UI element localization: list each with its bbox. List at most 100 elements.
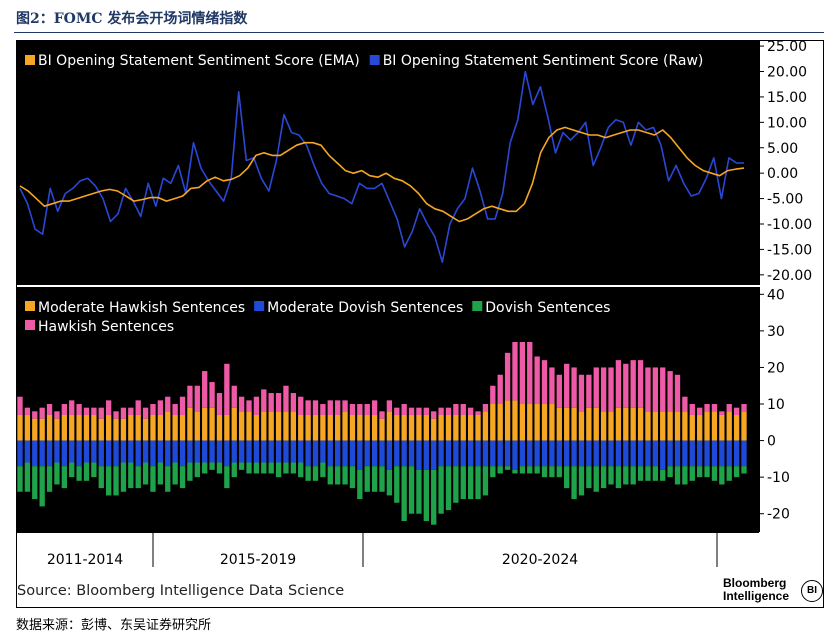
bar-hawkish: [142, 407, 149, 419]
bar-hawkish: [386, 400, 393, 412]
bar-hawkish: [726, 404, 732, 412]
bar-moderate-dovish: [268, 440, 274, 463]
bar-dovish: [401, 466, 407, 522]
bottom-stacked-bars: [17, 334, 747, 525]
bar-moderate-dovish: [150, 440, 156, 467]
bottom-legend: Moderate Hawkish Sentences Moderate Dovis…: [17, 294, 667, 342]
bar-moderate-hawkish: [298, 414, 304, 441]
bar-moderate-hawkish: [608, 411, 614, 441]
bar-moderate-dovish: [704, 440, 710, 467]
bar-hawkish: [290, 393, 297, 412]
bar-moderate-dovish: [17, 440, 23, 467]
bar-moderate-hawkish: [711, 411, 718, 441]
bar-dovish: [556, 466, 562, 478]
bar-moderate-hawkish: [438, 414, 444, 441]
bar-moderate-hawkish: [357, 414, 363, 441]
bar-dovish: [76, 466, 82, 481]
bar-dovish: [216, 462, 223, 474]
bar-dovish: [231, 462, 237, 478]
legend-label: Hawkish Sentences: [38, 319, 174, 335]
bar-hawkish: [238, 396, 245, 412]
bar-dovish: [187, 462, 193, 481]
bar-hawkish: [541, 360, 548, 405]
bar-moderate-hawkish: [482, 411, 489, 441]
bar-hawkish: [674, 374, 681, 412]
legend-swatch: [254, 301, 265, 311]
bar-moderate-dovish: [165, 440, 171, 467]
bar-hawkish: [91, 407, 97, 415]
bar-hawkish: [179, 396, 186, 415]
bar-hawkish: [512, 334, 518, 401]
bar-dovish: [165, 466, 171, 492]
top-y-tick-label: -20.00: [767, 268, 812, 284]
title-rule: [14, 32, 824, 33]
bar-hawkish: [98, 407, 104, 419]
bar-hawkish: [593, 367, 599, 408]
top-legend: BI Opening Statement Sentiment Score (EM…: [25, 53, 703, 69]
bar-moderate-dovish: [253, 440, 260, 463]
bar-dovish: [467, 466, 474, 500]
bar-moderate-hawkish: [246, 411, 252, 441]
period-label: 2015-2019: [220, 552, 296, 568]
bar-hawkish: [431, 411, 437, 419]
bar-moderate-hawkish: [135, 414, 141, 441]
bar-dovish: [142, 462, 149, 485]
bar-moderate-hawkish: [578, 411, 585, 441]
period-label: 2011-2014: [47, 552, 123, 568]
bar-moderate-dovish: [261, 440, 267, 463]
bar-hawkish: [586, 374, 592, 408]
bar-moderate-hawkish: [253, 414, 260, 441]
bar-moderate-dovish: [105, 440, 112, 467]
brand-line-2: Intelligence: [723, 589, 790, 603]
bar-moderate-hawkish: [202, 407, 208, 441]
bar-moderate-dovish: [364, 440, 370, 467]
bar-hawkish: [697, 407, 703, 415]
bar-hawkish: [39, 407, 45, 419]
bar-moderate-dovish: [157, 440, 164, 463]
bar-hawkish: [135, 400, 141, 415]
bar-dovish: [371, 466, 378, 492]
bar-moderate-dovish: [623, 440, 629, 467]
bar-moderate-hawkish: [194, 411, 200, 441]
bar-moderate-hawkish: [76, 414, 82, 441]
bar-dovish: [711, 466, 718, 481]
legend-swatch: [25, 301, 35, 311]
bar-hawkish: [24, 407, 31, 415]
data-source-note: 数据来源：彭博、东吴证券研究所: [16, 618, 212, 633]
bar-moderate-hawkish: [98, 418, 104, 441]
bar-dovish: [120, 462, 127, 492]
bar-dovish: [224, 466, 230, 489]
bar-dovish: [586, 466, 592, 489]
bar-hawkish: [704, 404, 710, 412]
bar-moderate-hawkish: [371, 414, 378, 441]
bar-moderate-dovish: [593, 440, 599, 467]
bar-hawkish: [216, 393, 223, 415]
bar-moderate-dovish: [231, 440, 237, 463]
bar-moderate-dovish: [438, 440, 444, 467]
period-label: 2020-2024: [502, 552, 578, 568]
bar-moderate-hawkish: [549, 404, 555, 441]
bar-moderate-dovish: [504, 440, 511, 467]
bottom-y-tick-label: 40: [767, 287, 785, 303]
bar-hawkish: [194, 385, 200, 412]
bar-moderate-dovish: [209, 440, 215, 463]
bar-moderate-dovish: [497, 440, 503, 467]
bar-moderate-hawkish: [733, 414, 740, 441]
bar-moderate-dovish: [194, 440, 200, 463]
bar-dovish: [150, 466, 156, 492]
bar-moderate-hawkish: [527, 404, 533, 441]
bar-dovish: [682, 466, 688, 485]
bar-moderate-dovish: [113, 440, 119, 467]
bar-moderate-dovish: [83, 440, 90, 463]
bar-dovish: [726, 466, 732, 481]
bar-moderate-hawkish: [534, 404, 540, 441]
bar-moderate-dovish: [682, 440, 688, 467]
bar-hawkish: [17, 396, 23, 415]
bar-dovish: [423, 469, 429, 522]
bar-dovish: [386, 469, 393, 496]
bar-moderate-hawkish: [394, 414, 400, 441]
bar-moderate-hawkish: [261, 411, 267, 441]
bar-hawkish: [527, 334, 533, 405]
bar-hawkish: [637, 360, 644, 408]
bar-dovish: [335, 466, 341, 485]
